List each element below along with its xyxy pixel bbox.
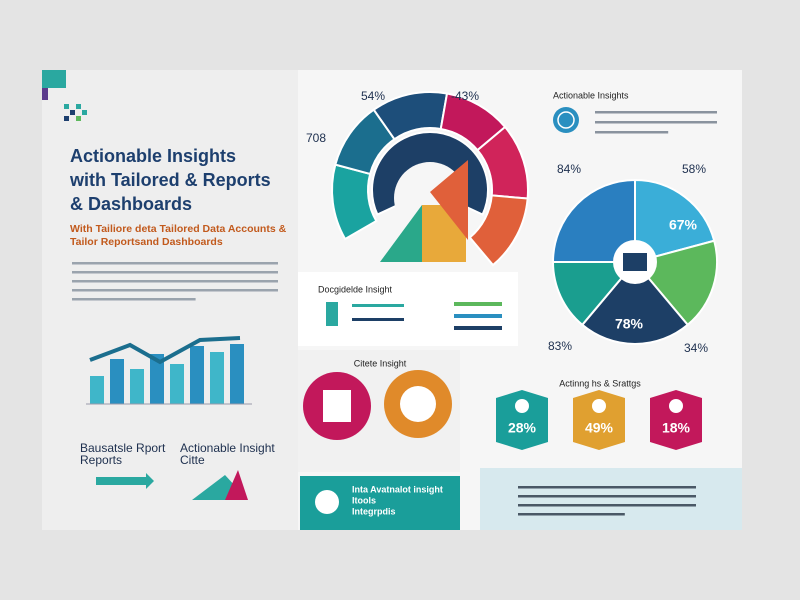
text-line [72, 289, 278, 292]
corner-mark [42, 88, 48, 100]
subtitle: With Tailiore deta Tailored Data Account… [70, 223, 287, 235]
line [352, 318, 404, 321]
arrow-bar [96, 477, 146, 485]
pie-icon [623, 253, 647, 271]
donut-label: 54% [361, 89, 385, 103]
bar-shape [190, 346, 204, 404]
text-line [518, 495, 696, 498]
line [454, 302, 502, 306]
text-line [518, 513, 625, 516]
segment [551, 261, 638, 327]
banner-text: Integrpdis [352, 506, 396, 516]
logo-pixel [82, 110, 87, 115]
line [454, 326, 502, 330]
segment [468, 194, 529, 267]
icon [400, 386, 436, 422]
title: with Tailored & Reports [69, 170, 271, 190]
logo-pixel [64, 104, 69, 109]
segment [634, 178, 716, 264]
badge-value: 18% [662, 420, 691, 436]
bar-illustration [86, 344, 252, 405]
line [352, 304, 404, 307]
text-line [72, 298, 196, 301]
badge-value: 49% [585, 420, 614, 436]
mountain [225, 470, 248, 500]
bar-shape [210, 352, 224, 404]
pie-label: 58% [682, 162, 706, 176]
icon [323, 390, 351, 422]
report-title: Reports [80, 453, 122, 467]
bar-shape [170, 364, 184, 404]
text-line [72, 262, 278, 265]
icon [315, 490, 339, 514]
pie-label: 34% [684, 341, 708, 355]
logo-pixel [64, 116, 69, 121]
citete-title: Citete Insight [354, 358, 407, 368]
bar-shape [90, 376, 104, 404]
badge-icon [592, 399, 606, 413]
badge [573, 390, 625, 450]
insight-title: Citte [180, 453, 205, 467]
text-line [72, 280, 278, 283]
line [454, 314, 502, 318]
donut [331, 91, 529, 267]
bar-shape [230, 344, 244, 404]
pie-label: 67% [669, 217, 698, 233]
logo-pixel [76, 104, 81, 109]
banner-text: Inta Avatnalot insight [352, 484, 443, 494]
banner-text: Itools [352, 495, 376, 505]
arrow-head [146, 473, 154, 489]
insight-title: Actionable Insight [180, 441, 275, 455]
corner-mark [42, 70, 66, 88]
triangle [430, 160, 468, 240]
text-line [595, 111, 717, 114]
insight-heading: Actionable Insights [553, 90, 629, 100]
text-line [518, 504, 696, 507]
title: & Dashboards [70, 194, 192, 214]
paragraph [518, 486, 696, 516]
title: Actionable Insights [70, 146, 236, 166]
strategies-title: Actinng hs & Srattgs [559, 378, 641, 388]
pie-label: 84% [557, 162, 581, 176]
text-line [518, 486, 696, 489]
badge [496, 390, 548, 450]
text-line [595, 121, 717, 124]
paragraph [72, 262, 278, 301]
bar-shape [110, 359, 124, 404]
paragraph [595, 111, 717, 134]
logo-pixel [76, 116, 81, 121]
docgide-title: Docgidelde Insight [318, 284, 393, 294]
badge-icon [669, 399, 683, 413]
donut-label: 708 [306, 131, 326, 145]
text-line [595, 131, 669, 134]
badge [650, 390, 702, 450]
trend-line [89, 336, 241, 365]
icon [557, 111, 575, 129]
pie-label: 78% [615, 316, 644, 332]
bar-shape [130, 369, 144, 404]
badge-value: 28% [508, 420, 537, 436]
report-title: Bausatsle Rport [80, 441, 166, 455]
pie-label: 83% [548, 339, 572, 353]
icon [326, 302, 338, 326]
segment [551, 178, 636, 263]
text-line [72, 271, 278, 274]
badge-icon [515, 399, 529, 413]
icon [553, 107, 579, 133]
subtitle: Tailor Reportsand Dashboards [70, 236, 223, 248]
notes-panel [480, 468, 742, 530]
logo-pixel [70, 110, 75, 115]
donut-label: -43% [451, 89, 479, 103]
segment [580, 260, 690, 345]
bar-shape [150, 354, 164, 404]
